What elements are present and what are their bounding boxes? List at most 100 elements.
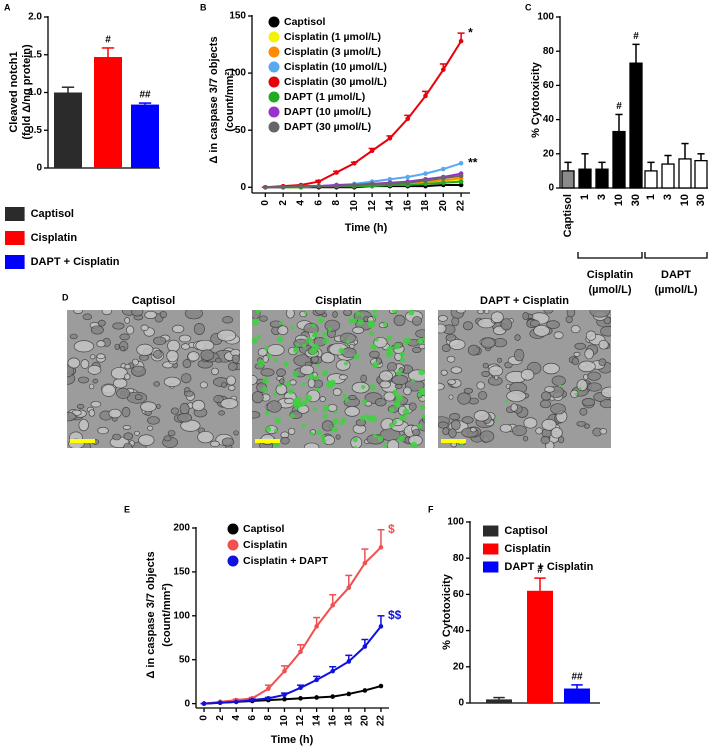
- point: [263, 184, 268, 190]
- fluorescent-cell: [408, 310, 415, 316]
- cell: [335, 434, 341, 440]
- cell: [218, 410, 226, 416]
- fluorescent-cell: [395, 394, 401, 400]
- cell: [131, 310, 144, 317]
- y-tick-label: 60: [543, 80, 555, 91]
- cell: [449, 339, 466, 350]
- cell: [252, 375, 258, 385]
- cell: [119, 346, 126, 352]
- point: [378, 624, 384, 629]
- cell: [467, 344, 480, 356]
- y-tick-label: 80: [453, 553, 465, 564]
- fluorescent-cell: [334, 410, 338, 414]
- cell: [456, 310, 466, 314]
- cell: [379, 380, 391, 389]
- cell: [353, 339, 358, 345]
- cell: [140, 324, 149, 332]
- cell: [184, 310, 203, 320]
- cell: [153, 336, 167, 346]
- cell: [488, 365, 504, 377]
- point: [441, 67, 446, 72]
- cell: [220, 398, 239, 409]
- fluorescent-cell: [388, 422, 395, 429]
- cell: [277, 325, 289, 335]
- bar: [629, 62, 643, 189]
- fluorescent-cell: [257, 359, 265, 367]
- cell: [101, 384, 116, 397]
- fluorescent-cell: [364, 414, 372, 421]
- fluorescent-cell: [377, 435, 384, 442]
- x-tick-label: 3: [596, 194, 608, 200]
- fluorescent-cell: [321, 369, 329, 377]
- cell: [585, 330, 597, 341]
- cell: [542, 362, 560, 375]
- point: [330, 694, 336, 699]
- point: [330, 602, 336, 608]
- cell: [529, 319, 540, 328]
- cell: [514, 334, 521, 341]
- cell: [408, 402, 417, 411]
- fluorescent-cell: [256, 334, 261, 339]
- cell: [108, 408, 122, 419]
- legend-marker: [268, 106, 280, 118]
- fluorescent-cell: [320, 434, 325, 439]
- x-tick-label: 8: [263, 715, 274, 721]
- point: [458, 182, 464, 188]
- y-tick-label: 60: [453, 589, 465, 600]
- fluorescent-cell: [372, 361, 379, 369]
- cell: [163, 435, 172, 442]
- cell: [540, 435, 551, 445]
- cell: [449, 413, 461, 421]
- x-tick-label: 6: [247, 715, 258, 721]
- cell: [227, 385, 236, 391]
- cell: [576, 420, 587, 427]
- cell: [321, 420, 334, 432]
- fluorescent-cell: [418, 368, 425, 376]
- fluorescent-cell: [338, 347, 345, 354]
- cell: [482, 362, 489, 369]
- cell: [412, 429, 421, 436]
- cell: [134, 430, 140, 436]
- cell: [307, 378, 316, 388]
- point: [201, 701, 207, 706]
- y-tick-label: 50: [179, 654, 191, 665]
- fluorescent-cell: [394, 342, 401, 350]
- cell: [284, 397, 295, 405]
- fluorescent-cell: [290, 325, 295, 330]
- cell: [473, 410, 490, 422]
- bar: [486, 699, 512, 703]
- point: [441, 175, 446, 181]
- point: [362, 688, 368, 693]
- bar: [564, 688, 590, 703]
- cell: [231, 354, 240, 364]
- cell: [512, 425, 527, 437]
- significance-label: #: [537, 565, 543, 576]
- significance-label: $$: [388, 608, 402, 622]
- fluorescent-cell: [316, 429, 322, 436]
- error-bar: [564, 161, 572, 171]
- point: [458, 38, 464, 44]
- cell: [535, 427, 543, 435]
- fluorescent-cell: [295, 343, 300, 347]
- panel-label: C: [525, 2, 532, 12]
- legend-swatch: [483, 525, 499, 537]
- fluorescent-cell: [505, 400, 508, 403]
- legend-swatch: [5, 207, 25, 221]
- y-tick-label: 0: [240, 182, 246, 193]
- cell: [138, 434, 155, 446]
- cell: [578, 360, 596, 373]
- x-tick-label: 0: [199, 715, 210, 721]
- legend-label: Captisol: [31, 208, 74, 220]
- x-tick-label: Captisol: [562, 194, 574, 237]
- cell: [147, 416, 160, 425]
- fluorescent-cell: [272, 392, 278, 397]
- micrograph: [67, 310, 240, 448]
- legend-label: Cisplatin: [31, 232, 78, 244]
- x-tick-label: 30: [630, 194, 642, 206]
- cell: [76, 403, 85, 409]
- y-axis-label: Δ in caspase 3/7 objects: [145, 551, 157, 678]
- bar: [612, 130, 626, 189]
- y-tick-label: 50: [235, 125, 247, 136]
- cell: [262, 355, 269, 363]
- cell: [179, 402, 190, 415]
